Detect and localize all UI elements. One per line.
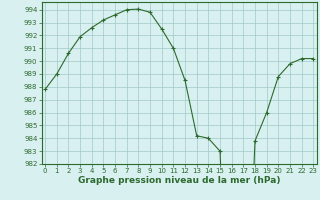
X-axis label: Graphe pression niveau de la mer (hPa): Graphe pression niveau de la mer (hPa): [78, 176, 280, 185]
